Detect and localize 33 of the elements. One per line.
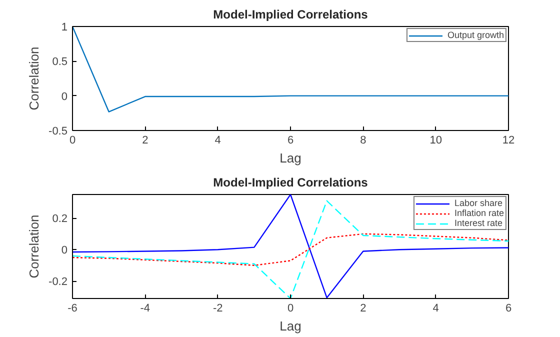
x-axis-title: Lag bbox=[280, 318, 302, 334]
y-tick-label: 0.5 bbox=[52, 56, 68, 68]
y-tick-label: -0.5 bbox=[48, 126, 68, 138]
y-tick-label: 0 bbox=[61, 90, 68, 103]
x-tick-label: 0 bbox=[287, 302, 294, 314]
x-tick-label: 0 bbox=[69, 134, 76, 146]
y-tick-label: 0.2 bbox=[52, 213, 68, 226]
chart-title: Model-Implied Correlations bbox=[213, 8, 368, 22]
y-tick-label: 1 bbox=[61, 22, 68, 34]
x-tick-label: -2 bbox=[212, 302, 223, 314]
y-tick-label: 0 bbox=[61, 244, 68, 257]
x-tick-label: 2 bbox=[360, 302, 366, 314]
legend-label: Output growth bbox=[447, 30, 504, 40]
line-series bbox=[72, 233, 508, 266]
y-axis-title: Correlation bbox=[26, 46, 42, 110]
legend-label: Inflation rate bbox=[454, 208, 504, 218]
x-tick-label: 12 bbox=[502, 134, 515, 146]
x-tick-label: -4 bbox=[140, 302, 150, 314]
x-tick-label: 4 bbox=[432, 302, 439, 314]
x-tick-label: 4 bbox=[214, 134, 221, 146]
legend-label: Interest rate bbox=[454, 218, 502, 228]
x-tick-label: -6 bbox=[68, 302, 78, 314]
chart-title: Model-Implied Correlations bbox=[213, 176, 368, 190]
x-tick-label: 6 bbox=[505, 302, 512, 314]
x-tick-label: 2 bbox=[142, 134, 148, 146]
x-tick-label: 6 bbox=[287, 134, 294, 146]
x-tick-label: 10 bbox=[430, 134, 442, 146]
legend-label: Labor share bbox=[454, 198, 503, 208]
x-tick-label: 8 bbox=[360, 134, 366, 146]
x-axis-title: Lag bbox=[280, 150, 302, 166]
y-axis-title: Correlation bbox=[26, 214, 42, 278]
line-series bbox=[72, 26, 508, 112]
y-tick-label: -0.2 bbox=[48, 276, 68, 288]
